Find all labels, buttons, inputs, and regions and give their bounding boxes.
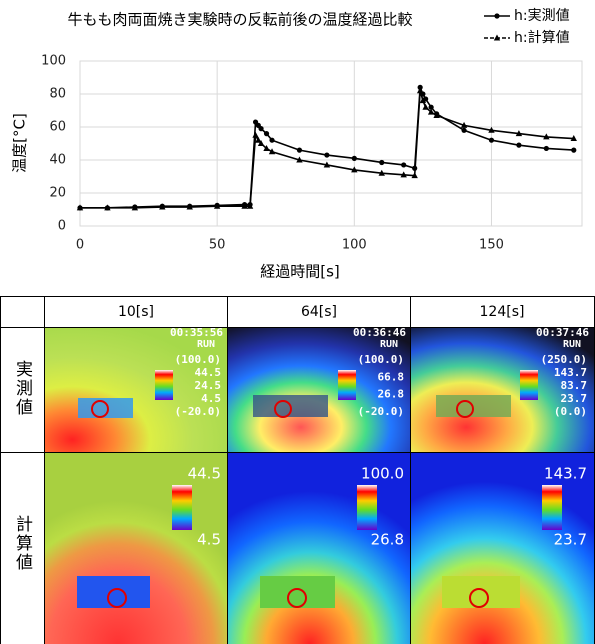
data-point (131, 204, 139, 211)
scale-max: 143.7 (544, 465, 587, 483)
camera-mode: RUN (563, 339, 581, 350)
data-point (427, 108, 435, 115)
data-point (296, 147, 303, 153)
scale-min: 23.7 (554, 531, 587, 549)
data-point (257, 140, 265, 146)
data-point (515, 130, 523, 137)
data-point (213, 202, 221, 209)
data-point (186, 203, 193, 210)
data-point (378, 169, 385, 176)
x-tick-label: 0 (76, 238, 84, 253)
scale-min: 26.8 (371, 531, 404, 549)
x-tick-label: 50 (209, 238, 226, 253)
data-point (246, 202, 254, 209)
data-point (263, 131, 270, 137)
data-point (401, 162, 407, 168)
data-point (351, 166, 358, 173)
x-tick-label: 150 (479, 238, 504, 253)
y-tick-label: 60 (49, 120, 66, 135)
y-axis-label: 温度[°C] (11, 113, 29, 173)
camera-time: 00:36:46 (353, 326, 406, 339)
camera-time: 00:35:56 (170, 326, 223, 339)
scale-min: 4.5 (197, 531, 221, 549)
data-point (460, 121, 468, 128)
camera-readout: (0.0) (554, 405, 587, 418)
legend-label: h:実測値 (514, 8, 570, 24)
legend-label: h:計算値 (514, 30, 570, 46)
plot-area (79, 60, 583, 227)
x-axis-label: 経過時間[s] (260, 263, 340, 281)
camera-readout: 83.7 (561, 379, 588, 392)
data-point (570, 135, 577, 142)
camera-mode: RUN (197, 339, 215, 350)
data-point (571, 147, 577, 153)
data-point (252, 131, 259, 138)
data-point (433, 111, 440, 118)
data-point (543, 145, 549, 152)
data-point (269, 137, 275, 143)
y-tick-label: 20 (49, 186, 66, 201)
data-point (76, 204, 84, 211)
y-tick-label: 80 (49, 87, 66, 102)
x-tick-label: 100 (342, 238, 367, 253)
column-header: 64[s] (301, 304, 337, 320)
camera-readout: 24.5 (195, 379, 222, 392)
data-point (159, 203, 166, 210)
data-point (543, 133, 550, 140)
scale-max: 44.5 (188, 465, 221, 483)
data-point (488, 126, 495, 133)
camera-readout: (100.0) (358, 353, 404, 366)
camera-readout: 44.5 (195, 366, 222, 379)
y-tick-label: 40 (49, 153, 66, 168)
data-point (241, 202, 248, 209)
camera-readout: 4.5 (201, 392, 221, 405)
data-point (411, 172, 418, 179)
data-point (516, 142, 522, 148)
row-label: 実測値 (12, 360, 33, 417)
camera-readout: 26.8 (378, 388, 405, 401)
data-point (323, 161, 331, 168)
camera-readout: 66.8 (378, 370, 405, 383)
row-label: 計算値 (12, 515, 33, 572)
data-point (416, 87, 424, 94)
data-point (422, 103, 429, 110)
data-point (419, 97, 427, 104)
y-tick-label: 0 (58, 219, 66, 234)
y-tick-label: 100 (41, 54, 66, 69)
data-point (428, 104, 434, 110)
camera-readout: 23.7 (561, 392, 588, 405)
data-point (104, 204, 111, 211)
data-point (351, 155, 357, 161)
camera-readout: (-20.0) (175, 405, 221, 418)
camera-time: 00:37:46 (536, 326, 589, 339)
camera-readout: (-20.0) (358, 405, 404, 418)
data-point (461, 127, 467, 133)
camera-readout: (100.0) (175, 353, 221, 366)
camera-mode: RUN (380, 339, 398, 350)
column-header: 10[s] (118, 304, 154, 320)
data-point (296, 156, 303, 163)
data-point (258, 126, 264, 132)
data-point (400, 171, 407, 178)
data-point (263, 144, 270, 151)
data-point (379, 159, 385, 166)
legend-marker (493, 34, 501, 41)
data-point (255, 136, 262, 143)
camera-readout: (250.0) (541, 353, 587, 366)
camera-readout: 143.7 (554, 366, 587, 379)
column-header: 124[s] (480, 304, 525, 320)
data-point (488, 137, 495, 143)
data-point (268, 148, 276, 155)
thermal-images (45, 328, 595, 644)
legend-marker (494, 13, 500, 19)
data-point (324, 152, 330, 158)
scale-max: 100.0 (361, 465, 404, 483)
chart-title: 牛もも肉両面焼き実験時の反転前後の温度経過比較 (67, 11, 412, 29)
